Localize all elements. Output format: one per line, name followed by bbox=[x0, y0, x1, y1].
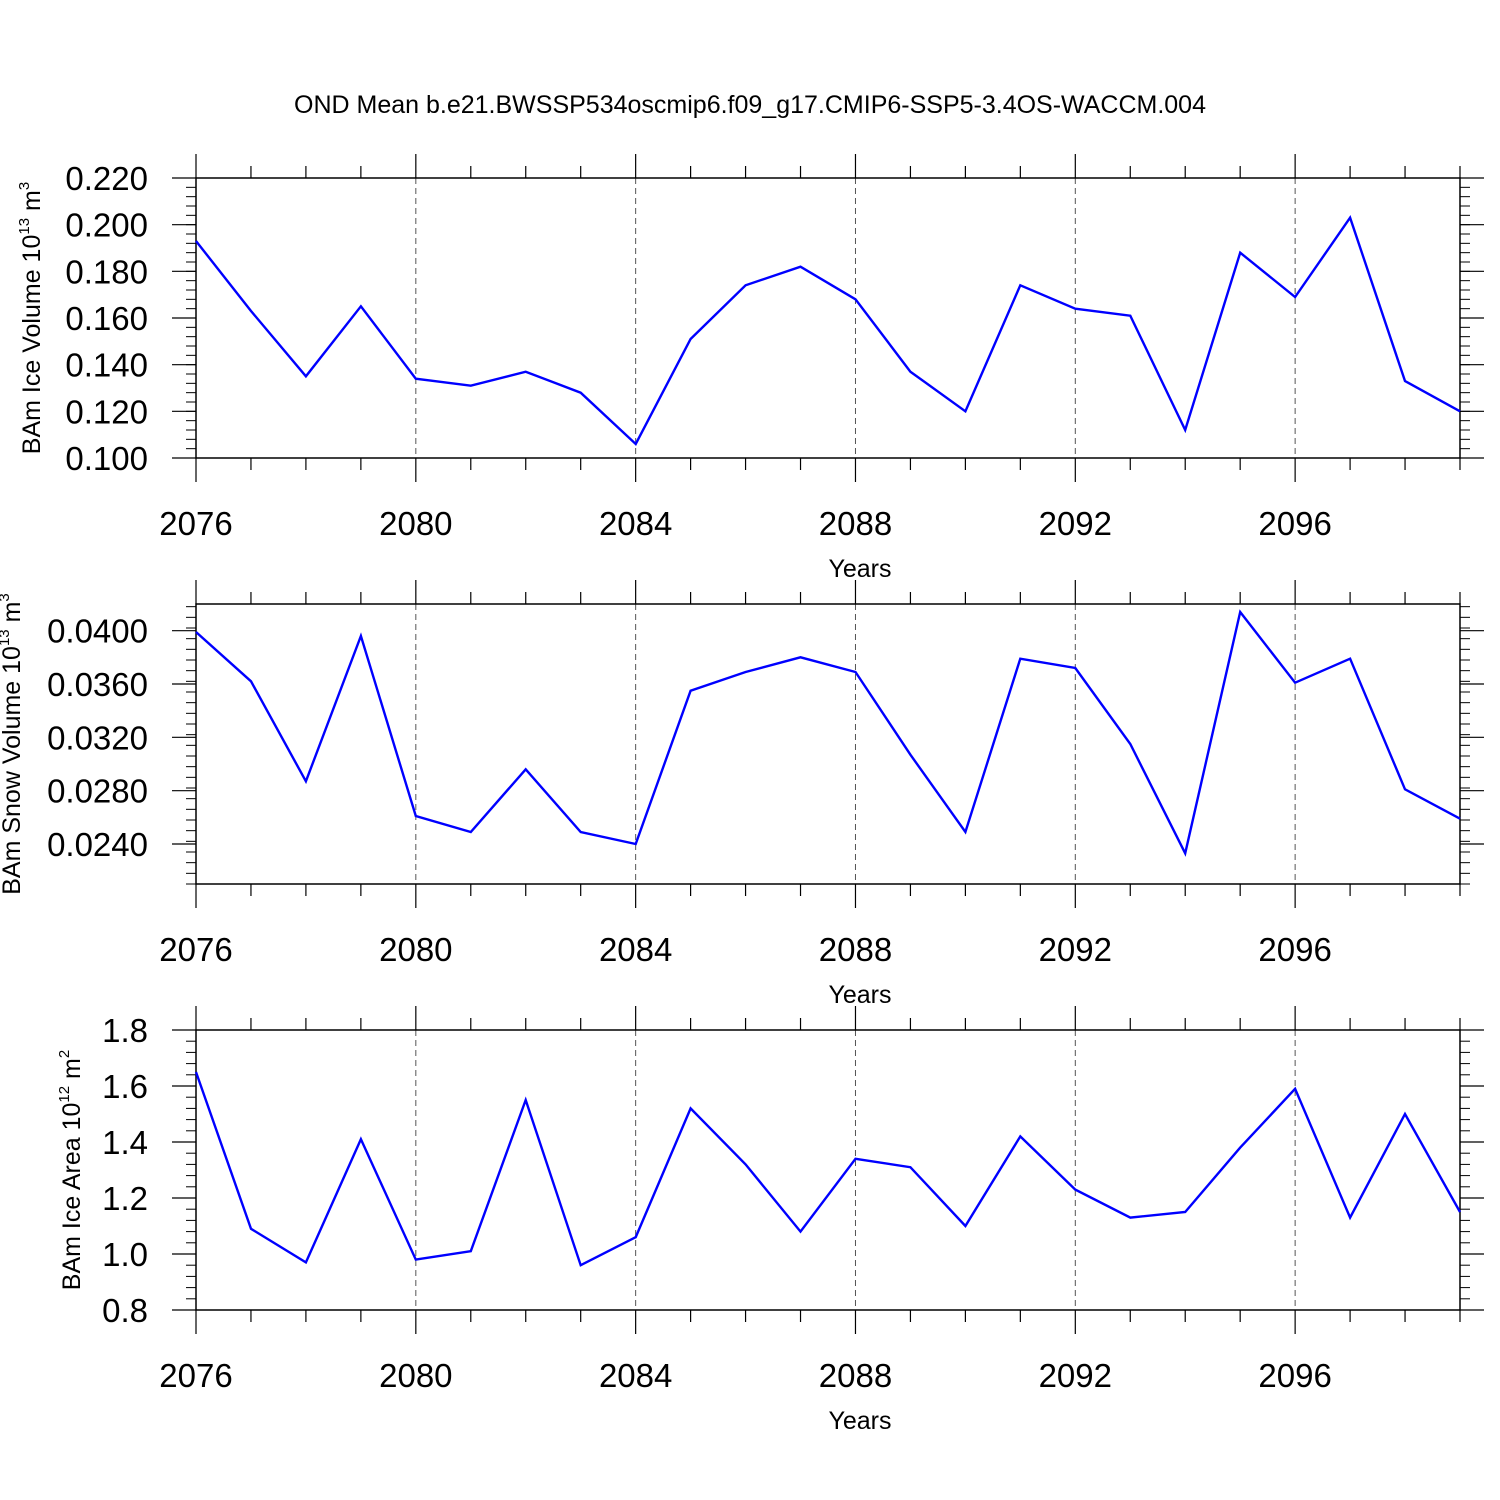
x-tick-label: 2096 bbox=[1258, 931, 1331, 968]
x-axis-label: Years bbox=[828, 555, 891, 583]
y-tick-label: 0.0320 bbox=[47, 719, 148, 756]
y-tick-label: 0.200 bbox=[65, 207, 148, 244]
y-tick-label: 0.100 bbox=[65, 440, 148, 477]
plot-frame bbox=[195, 1029, 1461, 1311]
x-tick-label: 2076 bbox=[159, 505, 232, 542]
y-tick-label: 1.0 bbox=[102, 1236, 148, 1273]
x-tick-label: 2088 bbox=[819, 1357, 892, 1394]
y-axis-label: BAm Ice Volume 1013 m3 bbox=[16, 182, 46, 454]
series-line bbox=[195, 215, 1461, 446]
x-tick-label: 2088 bbox=[819, 505, 892, 542]
x-tick-label: 2076 bbox=[159, 1357, 232, 1394]
x-tick-label: 2084 bbox=[599, 1357, 672, 1394]
y-tick-label: 1.6 bbox=[102, 1068, 148, 1105]
x-axis-label: Years bbox=[828, 1407, 891, 1435]
x-tick-label: 2096 bbox=[1258, 505, 1331, 542]
x-axis-label: Years bbox=[828, 981, 891, 1009]
x-tick-label: 2080 bbox=[379, 931, 452, 968]
y-tick-label: 0.120 bbox=[65, 393, 148, 430]
x-tick-label: 2084 bbox=[599, 505, 672, 542]
x-tick-label: 2080 bbox=[379, 1357, 452, 1394]
series-line bbox=[194, 1071, 1462, 1267]
x-tick-label: 2096 bbox=[1258, 1357, 1331, 1394]
x-tick-label: 2092 bbox=[1039, 505, 1112, 542]
y-tick-label: 0.0400 bbox=[47, 613, 148, 650]
y-tick-label: 0.0280 bbox=[47, 773, 148, 810]
panel-2: 2076 2080 2084 2088 2092 2096 0.0240 0.0280 0.03… bbox=[0, 580, 1484, 1009]
panel-3: 2076 2080 2084 2088 2092 2096 0.8 1.0 1.2 1.4 1.6 1… bbox=[56, 1006, 1484, 1435]
y-axis-label: BAm Snow Volume 1013 m3 bbox=[0, 593, 26, 895]
y-tick-label: 1.4 bbox=[102, 1124, 148, 1161]
x-tick-label: 2092 bbox=[1039, 931, 1112, 968]
y-tick-label: 0.180 bbox=[65, 253, 148, 290]
plot-frame bbox=[195, 603, 1461, 885]
y-tick-label: 1.2 bbox=[102, 1180, 148, 1217]
y-tick-label: 0.140 bbox=[65, 347, 148, 384]
panel-1: 2076 2080 2084 2088 2092 2096 0.100 0.120 0.140 0… bbox=[16, 154, 1484, 583]
chart-title: OND Mean b.e21.BWSSP534oscmip6.f09_g17.C… bbox=[294, 91, 1206, 119]
x-tick-label: 2088 bbox=[819, 931, 892, 968]
y-tick-label: 0.220 bbox=[65, 160, 148, 197]
y-axis-label: BAm Ice Area 1012 m2 bbox=[56, 1050, 86, 1290]
y-tick-label: 1.8 bbox=[102, 1012, 148, 1049]
y-tick-label: 0.0240 bbox=[47, 826, 148, 863]
series-line bbox=[195, 609, 1461, 857]
plot-frame bbox=[195, 177, 1461, 459]
y-tick-label: 0.8 bbox=[102, 1292, 148, 1329]
x-tick-label: 2076 bbox=[159, 931, 232, 968]
x-tick-label: 2092 bbox=[1039, 1357, 1112, 1394]
x-tick-label: 2084 bbox=[599, 931, 672, 968]
y-tick-label: 0.0360 bbox=[47, 666, 148, 703]
x-tick-label: 2080 bbox=[379, 505, 452, 542]
y-tick-label: 0.160 bbox=[65, 300, 148, 337]
